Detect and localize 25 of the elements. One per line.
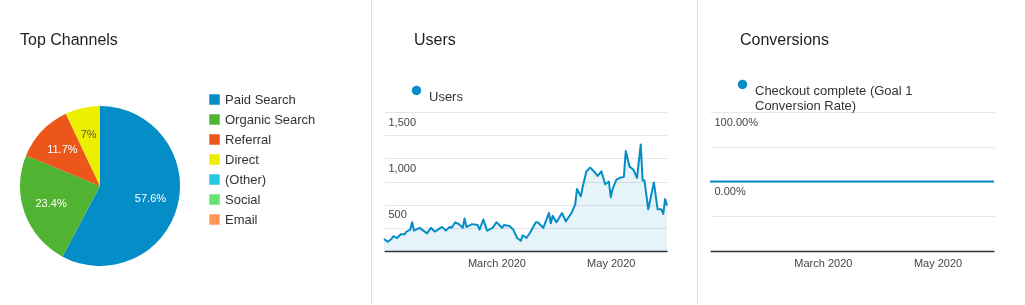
legend-label: Paid Search [225, 91, 296, 107]
y-tick-label: 1,500 [388, 115, 417, 128]
legend-label: (Other) [225, 171, 267, 187]
data-label: 57.6% [134, 191, 167, 204]
chart-title: Conversions [740, 31, 829, 48]
legend-label: Organic Search [225, 111, 316, 127]
data-label: 7% [80, 128, 97, 141]
data-label: 11.7% [47, 143, 78, 156]
y-tick-label: 500 [388, 208, 407, 221]
y-tick-label: 0.00% [714, 185, 746, 197]
x-tick-label: March 2020 [467, 256, 526, 269]
data-label: 23.4% [35, 196, 67, 209]
y-tick-label: 1,000 [388, 161, 417, 174]
legend-label: Checkout complete (Goal 1 Conversion Rate) [755, 82, 913, 113]
legend-label: Social [225, 191, 261, 207]
legend-label: Email [225, 211, 258, 227]
chart-title: Users [414, 31, 456, 48]
legend-label: Direct [225, 151, 260, 167]
x-tick-label: May 2020 [913, 256, 963, 269]
legend-label: Referral [225, 131, 272, 147]
x-tick-label: March 2020 [794, 256, 853, 269]
legend-label: Users [429, 88, 464, 104]
y-tick-label: 100.00% [714, 115, 759, 128]
chart-title: Top Channels [20, 31, 118, 48]
x-tick-label: May 2020 [587, 256, 636, 269]
